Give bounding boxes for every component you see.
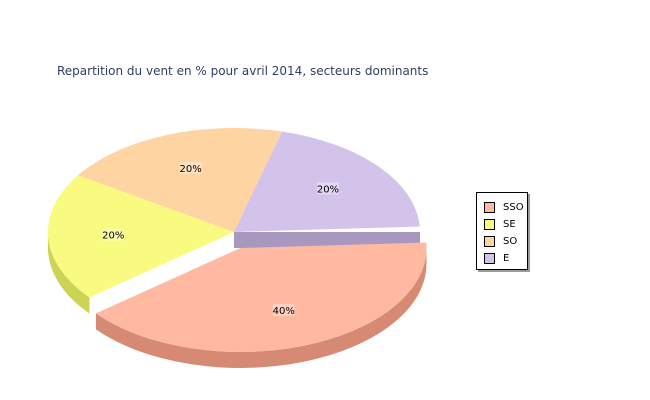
slice-label-e: 20% bbox=[317, 184, 339, 195]
slice-label-so: 20% bbox=[180, 164, 202, 175]
legend-label-so: SO bbox=[503, 235, 518, 247]
legend-swatch-so bbox=[484, 236, 495, 247]
legend-swatch-sso bbox=[484, 202, 495, 213]
legend-item-se: SE bbox=[484, 216, 527, 233]
slice-label-se: 20% bbox=[102, 231, 124, 242]
pie-side-sso bbox=[95, 247, 427, 368]
slice-label-bg-so bbox=[179, 161, 202, 174]
legend-item-sso: SSO bbox=[484, 199, 527, 216]
legend-swatch-se bbox=[484, 219, 495, 230]
pie-sides bbox=[48, 232, 427, 368]
slice-label-bg-e bbox=[316, 182, 339, 195]
chart-title: Repartition du vent en % pour avril 2014… bbox=[57, 64, 429, 78]
slice-label-bg-se bbox=[102, 228, 125, 241]
pie-cut-side-e bbox=[234, 232, 420, 248]
legend-item-so: SO bbox=[484, 233, 527, 250]
pie-slice-sso bbox=[95, 242, 427, 352]
pie-labels: 40% 20% 20% 20% bbox=[102, 161, 339, 317]
legend: SSO SE SO E bbox=[476, 192, 528, 270]
slice-label-bg-sso bbox=[272, 304, 295, 317]
slice-label-sso: 40% bbox=[273, 306, 295, 317]
pie-slice-se bbox=[48, 175, 234, 298]
pie-slice-e bbox=[234, 131, 420, 232]
legend-label-e: E bbox=[503, 252, 510, 264]
pie-tops bbox=[48, 128, 427, 352]
legend-item-e: E bbox=[484, 250, 527, 267]
pie-side-se bbox=[48, 232, 90, 314]
legend-label-sso: SSO bbox=[503, 201, 524, 213]
legend-label-se: SE bbox=[503, 218, 516, 230]
legend-swatch-e bbox=[484, 253, 495, 264]
pie-slice-so bbox=[78, 128, 283, 232]
